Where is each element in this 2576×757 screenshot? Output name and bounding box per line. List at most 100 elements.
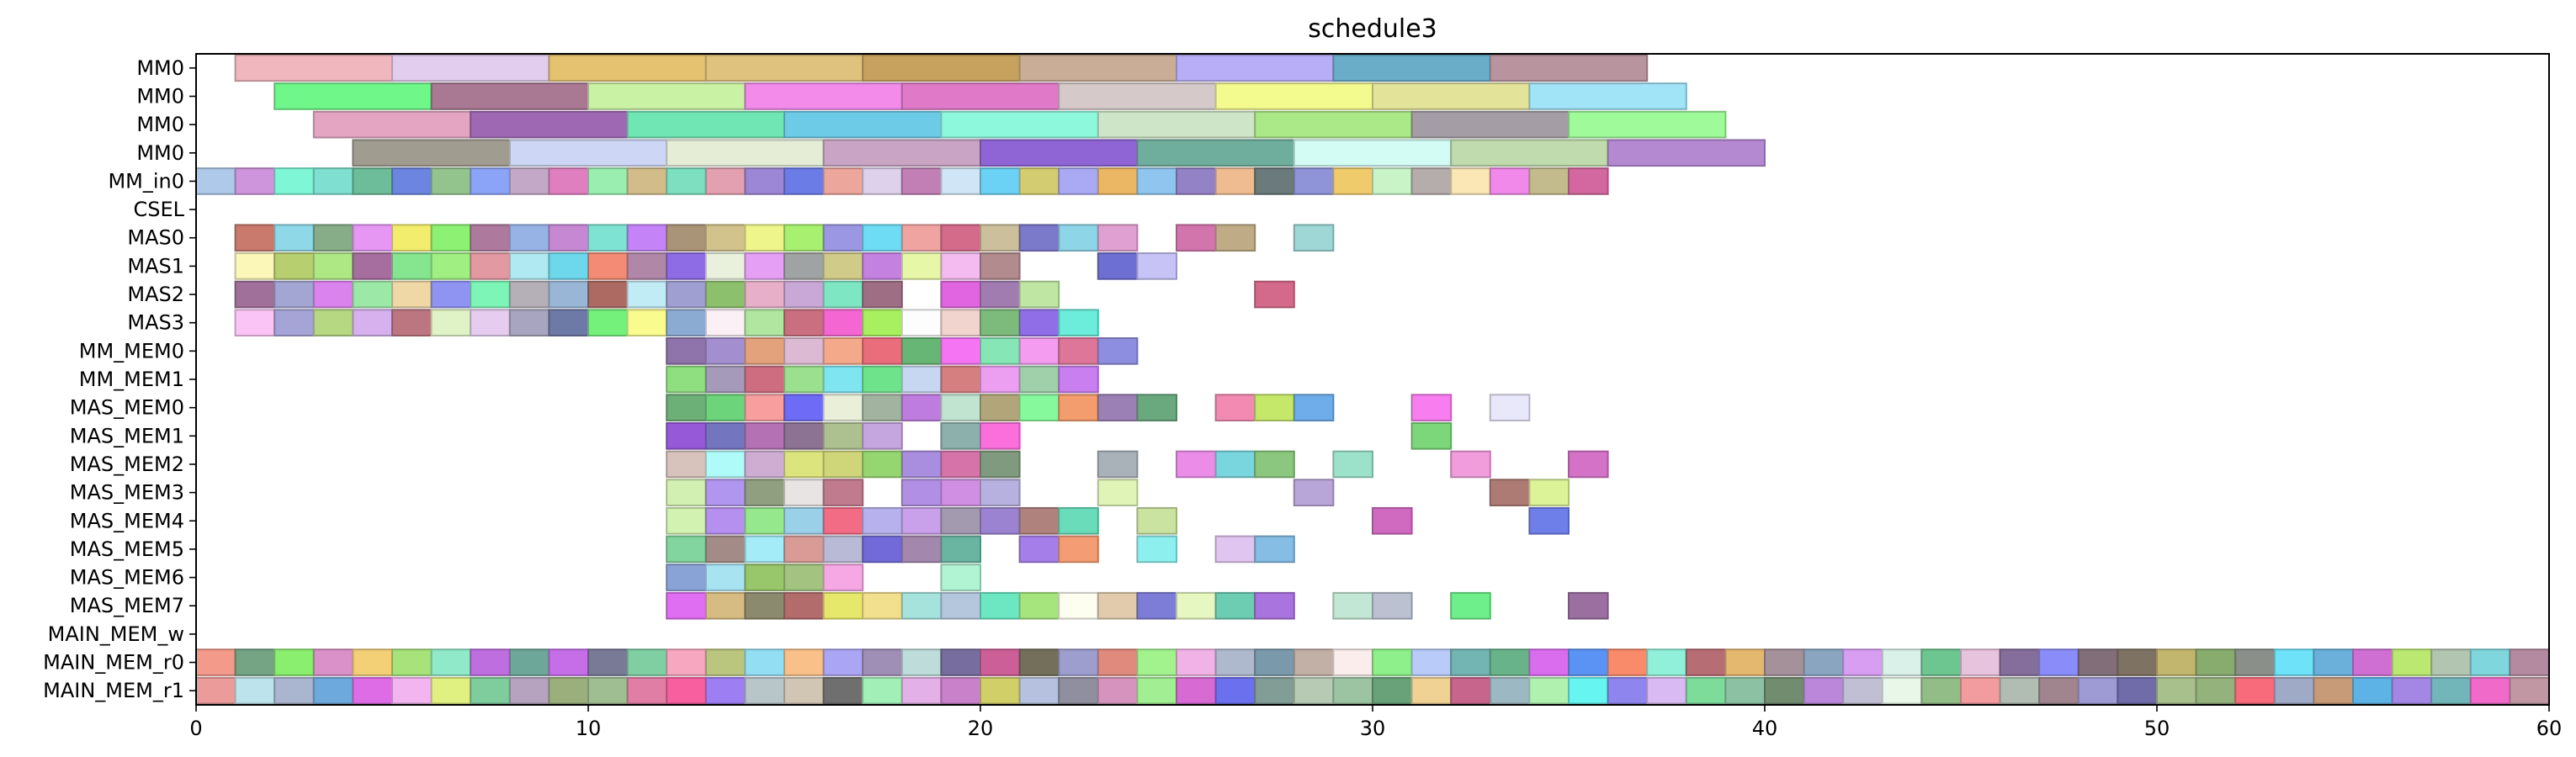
task-cell <box>1214 591 1256 620</box>
chart-title: schedule3 <box>1308 14 1437 44</box>
task-cell <box>783 676 825 705</box>
task-cell <box>822 252 864 280</box>
task-cell <box>1097 224 1139 252</box>
task-cell <box>470 676 511 705</box>
task-cell <box>2391 676 2433 705</box>
task-cell <box>822 421 864 450</box>
y-axis-label: MAS_MEM7 <box>70 594 184 617</box>
task-cell <box>1332 676 1374 705</box>
task-cell <box>587 648 629 676</box>
task-cell <box>666 479 707 506</box>
task-cell <box>1410 676 1453 705</box>
task-cell <box>940 591 982 620</box>
task-cell <box>900 365 943 394</box>
task-cell <box>1881 648 1923 676</box>
task-cell <box>548 280 590 309</box>
task-cell <box>548 167 590 195</box>
task-cell <box>704 167 746 195</box>
task-cell <box>1018 394 1060 421</box>
task-cell <box>1293 224 1335 252</box>
task-cell <box>1568 676 1609 705</box>
task-cell <box>626 167 668 195</box>
task-cell <box>1568 591 1609 620</box>
task-cell <box>940 506 982 535</box>
task-cell <box>234 676 276 705</box>
task-cell <box>1489 54 1649 82</box>
task-cell <box>195 167 236 195</box>
task-cell <box>391 309 433 337</box>
task-cell <box>744 337 786 365</box>
task-cell <box>783 167 825 195</box>
task-cell <box>508 224 550 252</box>
task-cell <box>1254 280 1295 309</box>
task-cell <box>1803 648 1845 676</box>
task-cell <box>980 224 1021 252</box>
task-cell <box>312 309 354 337</box>
task-cell <box>862 337 903 365</box>
task-cell <box>862 394 903 421</box>
task-cell <box>1293 479 1335 506</box>
task-cell <box>940 421 982 450</box>
task-cell <box>900 591 943 620</box>
task-cell <box>704 535 746 564</box>
task-cell <box>1685 648 1727 676</box>
task-cell <box>352 252 393 280</box>
task-cell <box>234 309 276 337</box>
task-cell <box>626 309 668 337</box>
y-axis-label: MAS2 <box>127 283 184 306</box>
task-cell <box>822 564 864 591</box>
task-cell <box>783 421 825 450</box>
task-cell <box>783 450 825 479</box>
task-cell <box>1254 110 1413 139</box>
task-cell <box>1136 167 1178 195</box>
task-cell <box>1450 167 1491 195</box>
task-cell <box>744 591 786 620</box>
task-cell <box>352 280 393 309</box>
task-cell <box>1293 394 1335 421</box>
task-cell <box>704 506 746 535</box>
task-cell <box>704 337 746 365</box>
task-cell <box>312 110 472 139</box>
y-axis-label: MM0 <box>136 56 184 80</box>
task-cell <box>2273 676 2315 705</box>
task-cell <box>2234 648 2276 676</box>
task-cell <box>626 224 668 252</box>
task-cell <box>862 506 903 535</box>
task-cell <box>1058 365 1099 394</box>
task-cell <box>430 82 589 110</box>
task-cell <box>783 224 825 252</box>
task-cell <box>312 252 354 280</box>
task-cell <box>2195 676 2237 705</box>
task-cell <box>312 224 354 252</box>
task-cell <box>822 506 864 535</box>
task-cell <box>1018 676 1060 705</box>
task-cell <box>2038 648 2079 676</box>
task-cell <box>508 139 668 167</box>
task-cell <box>666 280 707 309</box>
task-cell <box>744 252 786 280</box>
task-cell <box>2038 676 2079 705</box>
x-tick-label: 40 <box>1752 717 1778 740</box>
task-cell <box>900 676 943 705</box>
task-cell <box>2469 648 2511 676</box>
task-cell <box>2313 676 2354 705</box>
task-cell <box>1176 224 1217 252</box>
task-cell <box>1254 648 1295 676</box>
task-cell <box>1607 676 1649 705</box>
task-cell <box>980 506 1021 535</box>
task-cell <box>862 167 903 195</box>
task-cell <box>1058 506 1099 535</box>
y-axis-label: MM_MEM0 <box>79 339 184 363</box>
task-cell <box>2313 648 2354 676</box>
task-cell <box>1254 535 1295 564</box>
task-cell <box>1214 167 1256 195</box>
task-cell <box>1058 337 1099 365</box>
task-cell <box>1058 224 1099 252</box>
task-cell <box>274 309 315 337</box>
task-cell <box>274 252 315 280</box>
task-cell <box>312 676 354 705</box>
task-cell <box>940 337 982 365</box>
task-cell <box>1254 167 1295 195</box>
task-cell <box>312 280 354 309</box>
